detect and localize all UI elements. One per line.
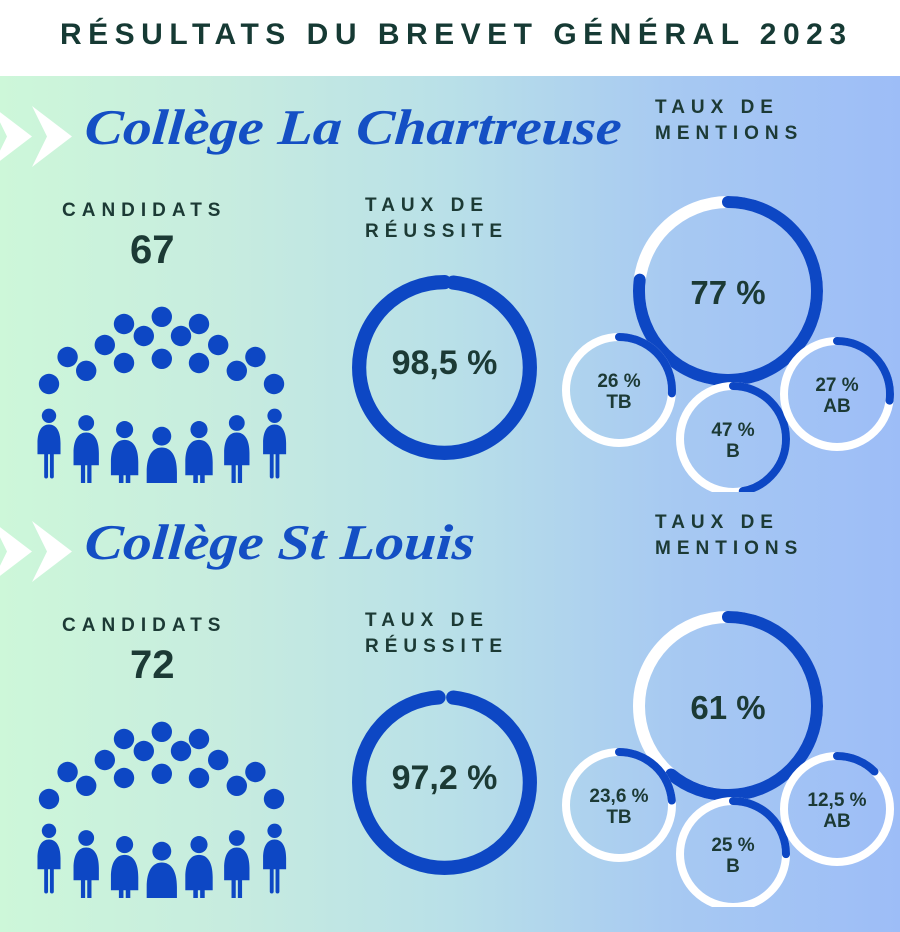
svg-text:25 %: 25 % [711, 835, 754, 856]
svg-text:12,5 %: 12,5 % [807, 790, 866, 811]
svg-text:TB: TB [606, 392, 631, 413]
svg-text:TB: TB [606, 807, 631, 828]
svg-text:26 %: 26 % [597, 371, 640, 392]
svg-text:77 %: 77 % [690, 274, 765, 311]
svg-text:61 %: 61 % [690, 689, 765, 726]
svg-text:B: B [726, 856, 740, 877]
svg-text:AB: AB [823, 811, 850, 832]
svg-text:27 %: 27 % [815, 375, 858, 396]
svg-text:23,6 %: 23,6 % [589, 786, 648, 807]
svg-text:AB: AB [823, 396, 850, 417]
svg-text:B: B [726, 441, 740, 462]
svg-text:47 %: 47 % [711, 420, 754, 441]
